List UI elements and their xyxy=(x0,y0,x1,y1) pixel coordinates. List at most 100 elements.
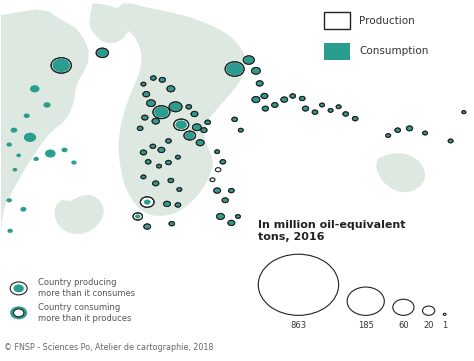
Polygon shape xyxy=(0,10,88,360)
Circle shape xyxy=(214,188,220,193)
Circle shape xyxy=(184,131,196,140)
Circle shape xyxy=(353,117,357,121)
Circle shape xyxy=(45,149,55,157)
Circle shape xyxy=(232,117,237,121)
Circle shape xyxy=(151,76,156,80)
Circle shape xyxy=(10,127,17,133)
Circle shape xyxy=(229,189,234,192)
Circle shape xyxy=(406,126,412,131)
Circle shape xyxy=(218,214,224,219)
Circle shape xyxy=(10,306,27,319)
Circle shape xyxy=(12,168,17,171)
Circle shape xyxy=(197,140,203,145)
Circle shape xyxy=(291,94,295,98)
Circle shape xyxy=(146,160,151,164)
Circle shape xyxy=(185,132,194,139)
Circle shape xyxy=(300,97,305,100)
Circle shape xyxy=(252,68,260,74)
Circle shape xyxy=(347,287,384,316)
Circle shape xyxy=(44,102,51,108)
Circle shape xyxy=(210,178,215,182)
Circle shape xyxy=(407,126,412,130)
Circle shape xyxy=(168,179,173,182)
Circle shape xyxy=(201,129,206,132)
Circle shape xyxy=(201,128,207,132)
Circle shape xyxy=(13,284,24,292)
Circle shape xyxy=(232,118,237,121)
Circle shape xyxy=(423,131,428,135)
Circle shape xyxy=(220,160,226,164)
Text: 20: 20 xyxy=(423,321,434,330)
Circle shape xyxy=(303,106,308,111)
Circle shape xyxy=(336,105,341,109)
Circle shape xyxy=(220,160,225,164)
Circle shape xyxy=(256,81,263,86)
Circle shape xyxy=(158,147,165,152)
Circle shape xyxy=(225,62,244,76)
Circle shape xyxy=(7,143,12,147)
Circle shape xyxy=(228,220,235,226)
Circle shape xyxy=(175,203,180,207)
Text: Country producing
more than it consumes: Country producing more than it consumes xyxy=(37,278,135,299)
Circle shape xyxy=(24,113,30,118)
Circle shape xyxy=(62,148,68,152)
Circle shape xyxy=(191,112,198,117)
Circle shape xyxy=(352,117,358,121)
Circle shape xyxy=(175,155,180,159)
Circle shape xyxy=(154,106,169,118)
Circle shape xyxy=(159,78,165,82)
Circle shape xyxy=(13,309,24,317)
Circle shape xyxy=(51,58,71,73)
Circle shape xyxy=(166,161,171,164)
Circle shape xyxy=(16,153,21,157)
Circle shape xyxy=(261,93,268,99)
Circle shape xyxy=(216,168,220,171)
Text: 185: 185 xyxy=(358,321,374,330)
Circle shape xyxy=(142,175,146,178)
Polygon shape xyxy=(121,4,151,31)
Circle shape xyxy=(214,188,220,193)
Text: © FNSP - Sciences Po, Atelier de cartographie, 2018: © FNSP - Sciences Po, Atelier de cartogr… xyxy=(4,343,214,352)
Polygon shape xyxy=(376,153,425,192)
Circle shape xyxy=(159,148,164,152)
Circle shape xyxy=(328,109,333,112)
Circle shape xyxy=(96,48,109,57)
Circle shape xyxy=(143,116,147,119)
Circle shape xyxy=(145,225,150,228)
Circle shape xyxy=(228,188,234,193)
Circle shape xyxy=(71,160,77,165)
Circle shape xyxy=(257,81,263,86)
Circle shape xyxy=(152,118,159,124)
Polygon shape xyxy=(90,4,129,43)
Circle shape xyxy=(141,151,146,155)
Circle shape xyxy=(196,140,204,146)
Circle shape xyxy=(167,86,174,91)
Circle shape xyxy=(137,126,143,130)
Circle shape xyxy=(146,160,151,164)
Circle shape xyxy=(192,124,201,131)
Circle shape xyxy=(170,103,182,111)
Circle shape xyxy=(169,222,174,226)
Polygon shape xyxy=(116,4,246,216)
Circle shape xyxy=(343,112,348,116)
Circle shape xyxy=(8,229,13,233)
Circle shape xyxy=(193,125,201,130)
Circle shape xyxy=(142,83,146,86)
Circle shape xyxy=(177,188,181,191)
Circle shape xyxy=(272,103,278,107)
Circle shape xyxy=(443,313,446,316)
Circle shape xyxy=(313,110,318,114)
Circle shape xyxy=(328,109,332,112)
Circle shape xyxy=(151,144,155,148)
Circle shape xyxy=(20,207,27,212)
Circle shape xyxy=(337,105,340,108)
Circle shape xyxy=(191,112,197,116)
Circle shape xyxy=(166,160,171,165)
Circle shape xyxy=(164,202,170,206)
Bar xyxy=(324,12,350,30)
Circle shape xyxy=(177,188,182,191)
Circle shape xyxy=(236,215,240,218)
Circle shape xyxy=(153,119,159,123)
Circle shape xyxy=(169,222,174,226)
Circle shape xyxy=(393,299,414,316)
